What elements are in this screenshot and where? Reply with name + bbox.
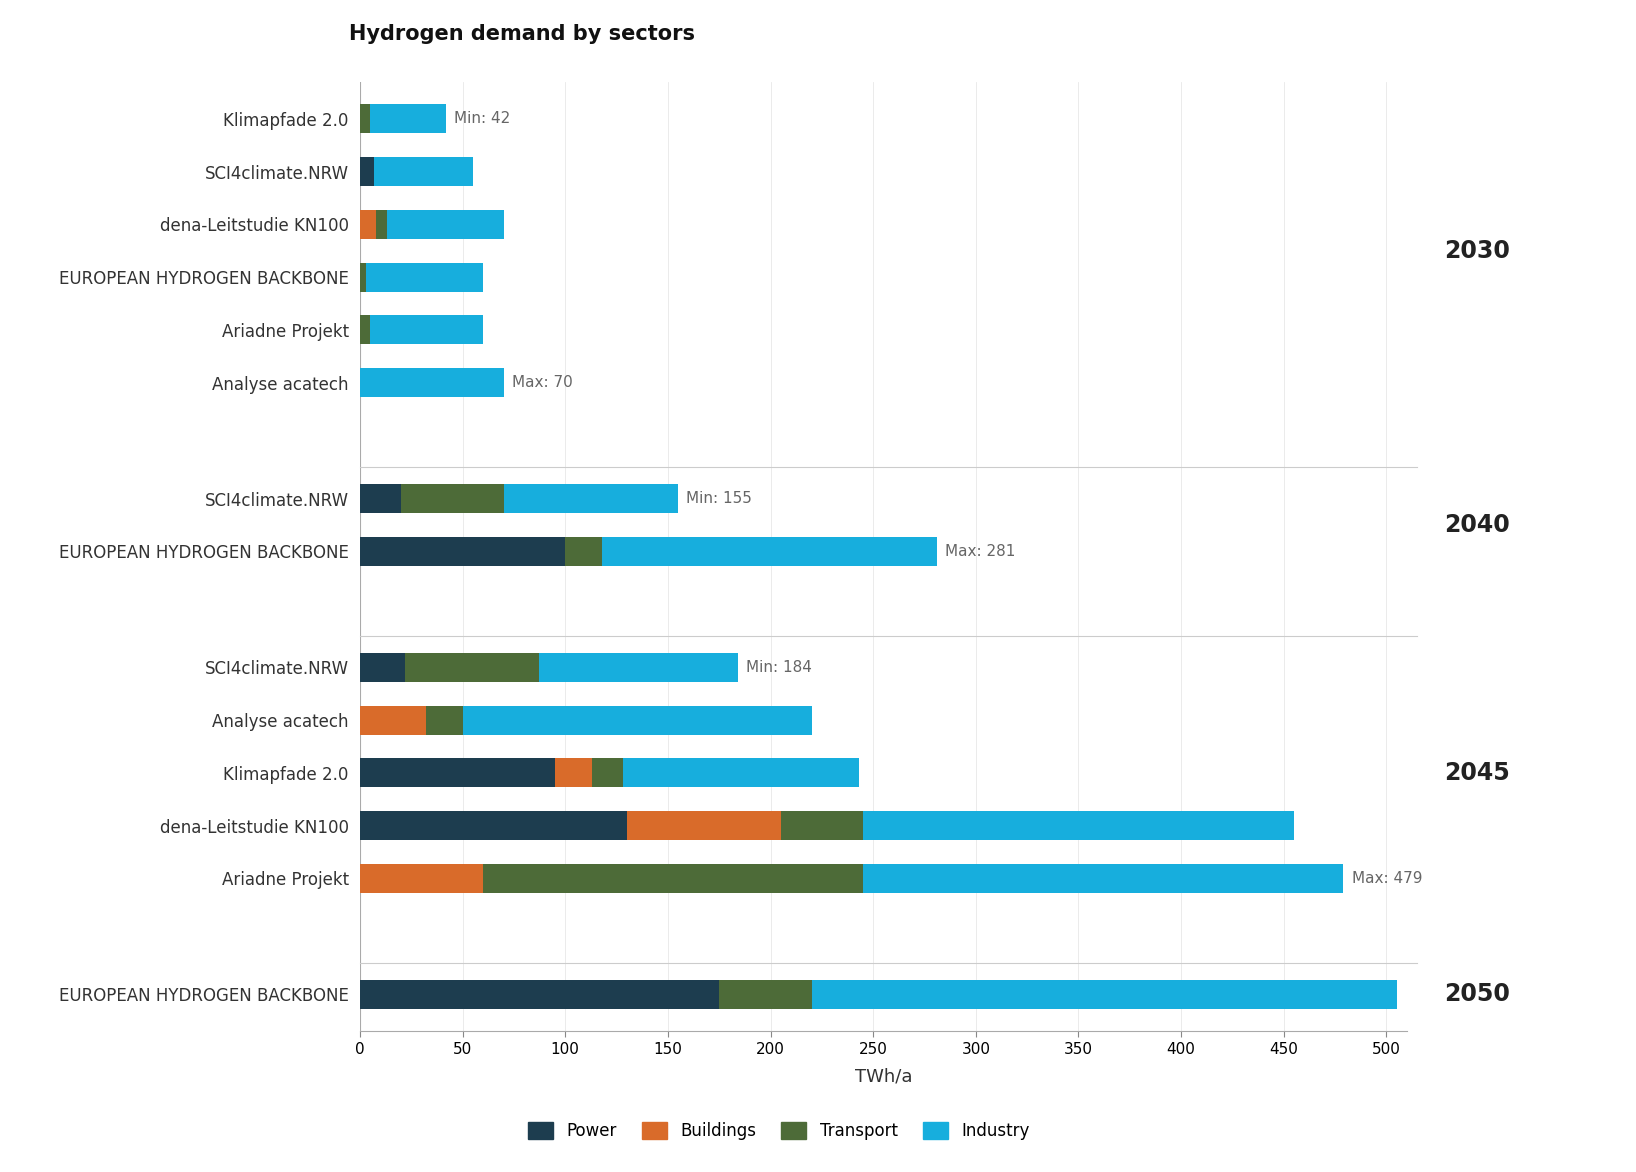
Bar <box>360 484 401 513</box>
Text: Min: 42: Min: 42 <box>455 111 510 127</box>
Text: 2030: 2030 <box>1445 239 1510 263</box>
Bar <box>370 315 483 345</box>
X-axis label: TWh/a: TWh/a <box>854 1068 913 1086</box>
Bar <box>627 811 780 840</box>
Bar <box>360 537 564 566</box>
Text: Hydrogen demand by sectors: Hydrogen demand by sectors <box>350 25 695 45</box>
Text: Max: 70: Max: 70 <box>512 375 573 390</box>
Bar <box>360 758 555 788</box>
Text: 2050: 2050 <box>1445 982 1510 1007</box>
Bar <box>602 537 937 566</box>
Bar <box>360 104 370 134</box>
Bar <box>780 811 862 840</box>
Legend: Power, Buildings, Transport, Industry: Power, Buildings, Transport, Industry <box>522 1115 1036 1146</box>
Bar <box>483 864 862 893</box>
Bar <box>360 263 366 292</box>
Bar <box>862 811 1294 840</box>
Bar <box>504 484 679 513</box>
Bar <box>360 368 504 397</box>
Bar <box>386 210 504 239</box>
Bar <box>375 157 473 186</box>
Bar <box>360 706 425 735</box>
Text: Max: 479: Max: 479 <box>1351 871 1422 886</box>
Text: Min: 184: Min: 184 <box>746 660 811 675</box>
Bar <box>564 537 602 566</box>
Text: 2045: 2045 <box>1445 761 1510 785</box>
Text: 2040: 2040 <box>1445 513 1510 537</box>
Bar <box>720 980 811 1009</box>
Bar <box>463 706 811 735</box>
Bar <box>366 263 483 292</box>
Bar <box>376 210 386 239</box>
Bar <box>623 758 859 788</box>
Bar <box>401 484 504 513</box>
Bar <box>555 758 592 788</box>
Text: Min: 155: Min: 155 <box>687 491 753 506</box>
Bar <box>360 864 483 893</box>
Bar <box>360 315 370 345</box>
Bar <box>406 653 538 682</box>
Bar <box>862 864 1343 893</box>
Bar <box>811 980 1397 1009</box>
Bar <box>360 157 375 186</box>
Bar <box>360 210 376 239</box>
Bar <box>425 706 463 735</box>
Bar <box>370 104 447 134</box>
Bar <box>538 653 738 682</box>
Bar <box>360 811 627 840</box>
Bar <box>592 758 623 788</box>
Bar <box>360 653 406 682</box>
Bar <box>360 980 720 1009</box>
Text: Max: 281: Max: 281 <box>946 544 1016 559</box>
